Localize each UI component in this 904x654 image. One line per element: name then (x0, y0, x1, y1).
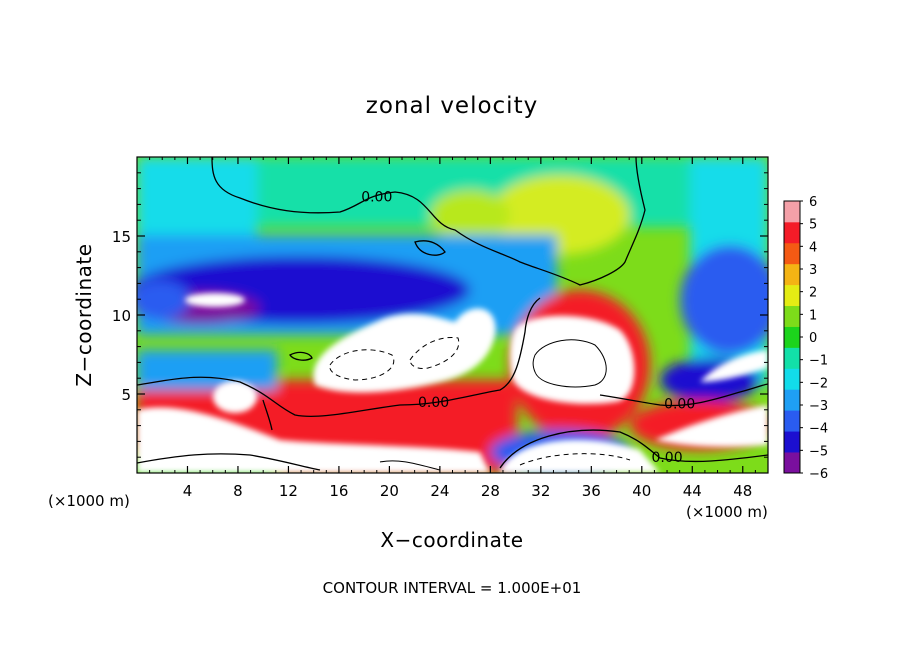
colorbar-swatch (784, 221, 800, 244)
colorbar-swatch (784, 305, 800, 327)
contour-label: 0.00 (651, 450, 682, 466)
x-axis: 4 8 12 16 20 24 28 32 36 40 44 48 (149, 157, 756, 500)
colorbar-tick-label: 6 (809, 195, 817, 210)
negative-contours (329, 336, 631, 466)
colorbar-tick-label: −2 (809, 376, 828, 391)
colorbar-tick-label: −1 (809, 354, 828, 369)
x-unit-right: (×1000 m) (686, 503, 768, 521)
y-tick-label: 15 (112, 228, 131, 246)
x-tick-label: 16 (329, 482, 348, 500)
colorbar-swatch (784, 284, 800, 307)
colorbar-swatch (784, 431, 800, 453)
chart-title: zonal velocity (366, 93, 538, 119)
x-tick-label: 20 (380, 482, 399, 500)
colorbar-swatch (784, 410, 800, 432)
colorbar-tick-label: −3 (809, 399, 828, 414)
x-tick-label: 8 (233, 482, 243, 500)
x-tick-label: 36 (582, 482, 601, 500)
colorbar-swatch (784, 242, 800, 265)
y-axis-label: Z−coordinate (72, 243, 96, 386)
colorbar-tick-label: −6 (809, 467, 828, 482)
heatmap-field (137, 157, 768, 473)
colorbar-tick-label: −4 (809, 422, 828, 437)
x-unit-left: (×1000 m) (48, 492, 130, 510)
colorbar-tick-label: 2 (809, 286, 817, 301)
x-tick-label: 48 (733, 482, 752, 500)
x-tick-label: 32 (531, 482, 550, 500)
x-tick-label: 40 (632, 482, 651, 500)
colorbar-tick-label: 5 (809, 218, 817, 233)
contour-label: 0.00 (361, 190, 392, 206)
x-tick-label: 24 (430, 482, 449, 500)
colorbar-tick-label: 3 (809, 263, 817, 278)
colorbar: 6 5 4 3 2 1 0 −1 −2 −3 −4 −5 −6 (783, 195, 828, 482)
x-tick-label: 28 (481, 482, 500, 500)
colorbar-swatch (784, 326, 800, 348)
colorbar-swatch (784, 263, 800, 286)
x-tick-label: 4 (183, 482, 193, 500)
colorbar-swatch (784, 452, 800, 474)
y-tick-label: 5 (121, 386, 131, 404)
colorbar-swatch (784, 389, 800, 411)
colorbar-swatch (784, 347, 800, 369)
colorbar-tick-label: 0 (809, 331, 817, 346)
y-tick-label: 10 (112, 307, 131, 325)
x-tick-label: 12 (279, 482, 298, 500)
y-axis: 5 10 15 (112, 172, 768, 458)
colorbar-swatch (784, 201, 800, 223)
colorbar-tick-label: −5 (809, 444, 828, 459)
colorbar-tick-label: 4 (809, 240, 817, 255)
x-axis-label: X−coordinate (380, 528, 523, 552)
colorbar-tick-label: 1 (809, 308, 817, 323)
positive-contours (379, 339, 607, 471)
zero-contours (137, 157, 768, 471)
x-tick-label: 44 (683, 482, 702, 500)
contour-labels: 0.00 0.00 0.00 0.00 (361, 190, 695, 467)
contour-interval-note: CONTOUR INTERVAL = 1.000E+01 (323, 579, 582, 597)
colorbar-swatch (784, 368, 800, 390)
contour-label: 0.00 (664, 396, 695, 412)
contour-label: 0.00 (418, 395, 449, 411)
